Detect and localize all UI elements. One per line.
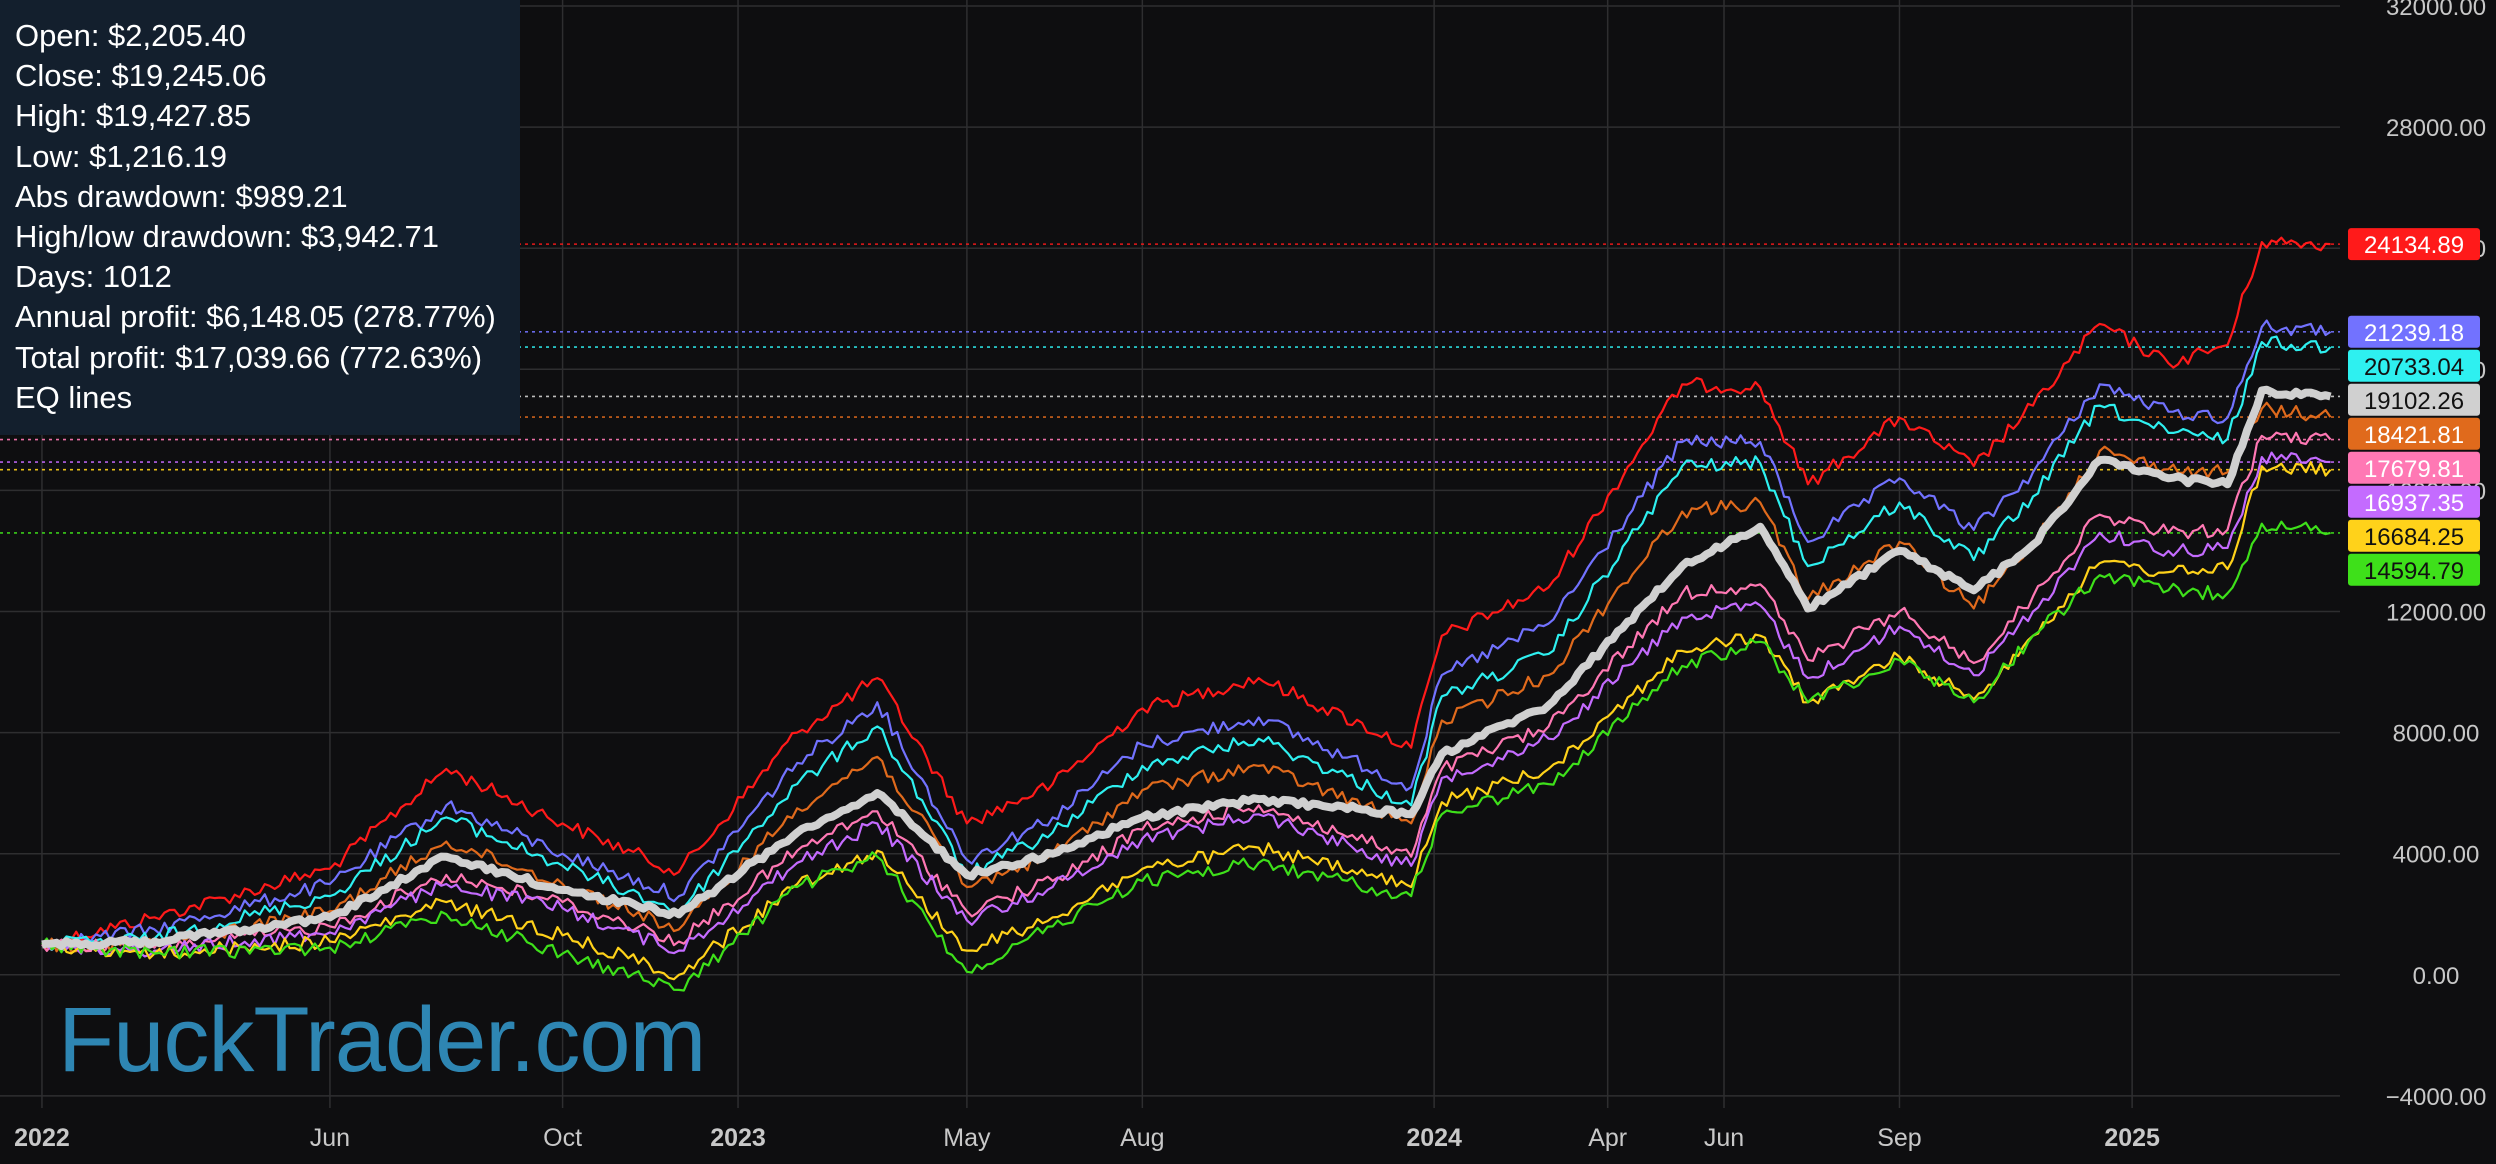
last-value-badge-label: 14594.79 — [2364, 558, 2464, 585]
y-tick-label: 28000.00 — [2386, 115, 2486, 142]
last-value-badge-label: 24134.89 — [2364, 232, 2464, 259]
x-tick-label: Sep — [1877, 1124, 1921, 1152]
last-value-badge — [2348, 417, 2480, 450]
stat-abs-drawdown: Abs drawdown: $989.21 — [15, 178, 348, 214]
last-value-badge — [2348, 519, 2480, 552]
last-value-badge-label: 17679.81 — [2364, 456, 2464, 483]
series-line — [41, 319, 2332, 949]
last-value-badge-label: 16684.25 — [2364, 524, 2464, 551]
last-value-badge-label: 18421.81 — [2364, 422, 2464, 449]
x-tick-label: Jun — [310, 1124, 350, 1152]
x-axis: 2022 Jun Oct 2023 May Aug 2024 Apr Jun Sep 2025 — [14, 1124, 2160, 1152]
x-tick-label: Jun — [1704, 1124, 1744, 1152]
series-line — [41, 335, 2332, 951]
eq-lines-toggle[interactable]: EQ lines — [15, 379, 133, 415]
x-tick-label: 2023 — [710, 1124, 766, 1152]
watermark-logo: FuckTrader.com — [58, 989, 706, 1091]
stat-annual-profit: Annual profit: $6,148.05 (278.77%) — [15, 299, 496, 335]
stat-high-low-drawdown: High/low drawdown: $3,942.71 — [15, 219, 439, 255]
stat-close: Close: $19,245.06 — [15, 58, 267, 94]
y-tick-label: 0.00 — [2413, 963, 2460, 990]
x-tick-label: Oct — [543, 1124, 582, 1152]
series-line — [41, 385, 2332, 951]
series-line — [41, 431, 2332, 954]
last-value-badge — [2348, 553, 2480, 586]
stat-high: High: $19,427.85 — [15, 98, 252, 134]
last-value-badges: 24134.89 21239.18 20733.04 19102.26 18421.81… — [2348, 228, 2480, 586]
last-value-badge — [2348, 383, 2480, 416]
series-line — [41, 236, 2331, 948]
last-value-badge — [2348, 349, 2480, 382]
x-tick-label: Aug — [1120, 1124, 1164, 1152]
y-tick-label: 32000.00 — [2386, 0, 2486, 21]
stat-days: Days: 1012 — [15, 259, 172, 295]
y-tick-label: 8000.00 — [2393, 721, 2480, 748]
series-line — [41, 401, 2332, 953]
x-tick-label: 2025 — [2104, 1124, 2160, 1152]
last-value-badge-label: 21239.18 — [2364, 320, 2464, 347]
last-value-badge-label: 16937.35 — [2364, 490, 2464, 517]
y-tick-label: 12000.00 — [2386, 600, 2486, 627]
x-tick-label: 2024 — [1406, 1124, 1462, 1152]
x-tick-label: May — [943, 1124, 991, 1152]
last-value-badge-label: 20733.04 — [2364, 354, 2464, 381]
stat-open: Open: $2,205.40 — [15, 18, 246, 53]
series-lines — [41, 236, 2332, 992]
stats-panel: Open: $2,205.40 Close: $19,245.06 High: … — [0, 0, 520, 435]
y-tick-label: 4000.00 — [2393, 842, 2480, 869]
y-tick-label: −4000.00 — [2386, 1084, 2487, 1111]
x-tick-label: Apr — [1588, 1124, 1627, 1152]
last-value-badge — [2348, 315, 2480, 348]
last-value-badge — [2348, 451, 2480, 484]
x-tick-label: 2022 — [14, 1124, 70, 1152]
series-line — [41, 451, 2331, 958]
series-line — [42, 461, 2332, 981]
last-value-badge — [2348, 485, 2480, 518]
last-value-badge — [2348, 228, 2480, 261]
stat-total-profit: Total profit: $17,039.66 (772.63%) — [15, 339, 483, 375]
last-value-badge-label: 19102.26 — [2364, 388, 2464, 415]
last-value-guide-lines — [0, 243, 2340, 534]
stat-low: Low: $1,216.19 — [15, 138, 228, 174]
series-line — [41, 520, 2331, 992]
